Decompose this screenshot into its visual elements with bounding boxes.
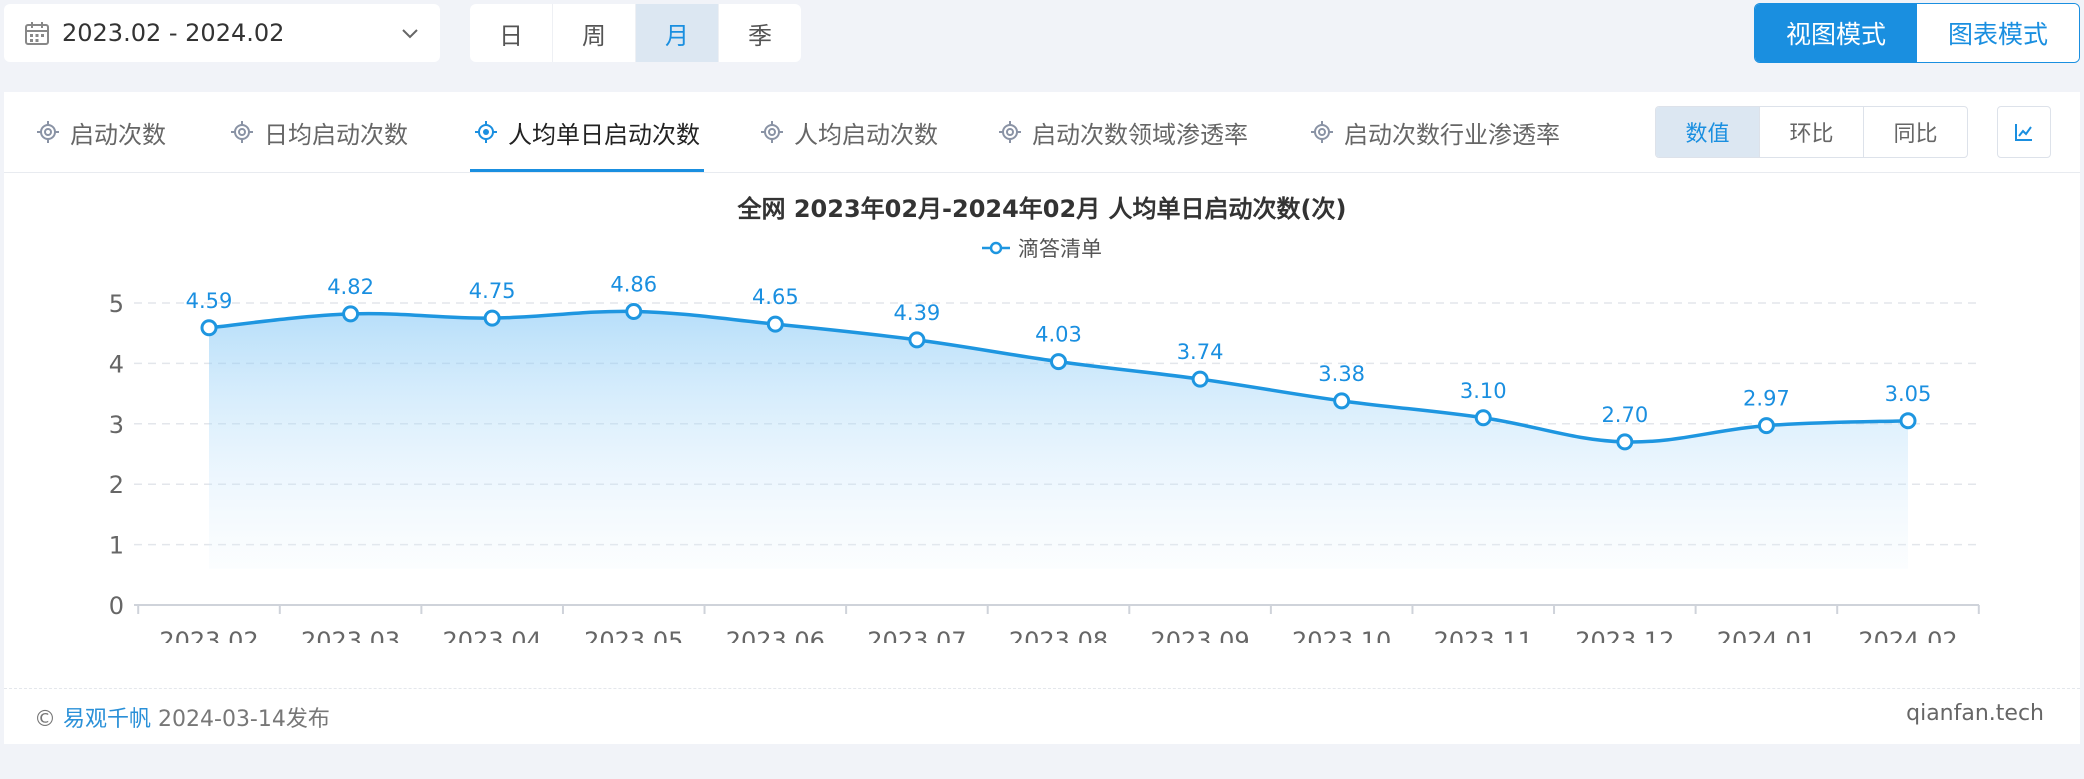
data-label: 4.86 bbox=[610, 272, 657, 296]
panel-footer: © 易观千帆 2024-03-14发布 qianfan.tech bbox=[4, 688, 2080, 745]
chart-title: 全网 2023年02月-2024年02月 人均单日启动次数(次) bbox=[737, 195, 1347, 223]
value-type-yoy[interactable]: 同比 bbox=[1893, 122, 1938, 147]
target-icon bbox=[761, 121, 783, 143]
data-label: 3.74 bbox=[1177, 340, 1224, 364]
active-tab-indicator bbox=[470, 169, 704, 172]
target-icon bbox=[475, 121, 497, 143]
x-tick-label: 2023.06 bbox=[726, 627, 825, 643]
granularity-month[interactable]: 月 bbox=[636, 4, 719, 62]
tab-domain-penetration[interactable]: 启动次数领域渗透率 bbox=[998, 92, 1248, 172]
footer-credit: © 易观千帆 2024-03-14发布 bbox=[34, 701, 330, 733]
data-label: 4.03 bbox=[1035, 323, 1082, 347]
tab-launch-count[interactable]: 启动次数 bbox=[36, 92, 166, 172]
value-type-number[interactable]: 数值 bbox=[1656, 107, 1760, 157]
x-tick-label: 2023.12 bbox=[1575, 627, 1674, 643]
y-tick-label: 4 bbox=[109, 350, 124, 378]
tab-industry-penetration[interactable]: 启动次数行业渗透率 bbox=[1310, 92, 1560, 172]
granularity-selector: 日 周 月 季 bbox=[470, 4, 801, 62]
chart-mode-button[interactable]: 图表模式 bbox=[1917, 4, 2079, 62]
y-tick-label: 3 bbox=[109, 411, 124, 439]
target-icon bbox=[37, 121, 59, 143]
x-tick-label: 2023.03 bbox=[301, 627, 400, 643]
target-icon bbox=[999, 121, 1021, 143]
y-tick-label: 5 bbox=[109, 290, 124, 318]
tab-label: 人均单日启动次数 bbox=[508, 120, 700, 149]
data-label: 4.59 bbox=[186, 289, 233, 313]
legend-dot-marker bbox=[989, 241, 1003, 255]
footer-site: qianfan.tech bbox=[1906, 701, 2044, 726]
data-point bbox=[342, 305, 360, 323]
data-label: 2.70 bbox=[1601, 403, 1648, 427]
target-icon bbox=[1311, 121, 1333, 143]
view-mode-button[interactable]: 视图模式 bbox=[1755, 4, 1917, 62]
x-tick-label: 2023.11 bbox=[1434, 627, 1533, 643]
chevron-down-icon bbox=[402, 29, 418, 39]
x-tick-label: 2024.02 bbox=[1858, 627, 1957, 643]
data-label: 4.65 bbox=[752, 285, 799, 309]
x-tick-label: 2023.02 bbox=[159, 627, 258, 643]
y-tick-label: 0 bbox=[109, 592, 124, 620]
data-point bbox=[1191, 370, 1209, 388]
granularity-day[interactable]: 日 bbox=[470, 4, 553, 62]
metric-tabs: 启动次数 日均启动次数 人均单日启动次数 人均启动次数 启动次数领域渗透率 启动… bbox=[4, 92, 2080, 173]
y-axis: 0 1 2 3 4 5 bbox=[109, 290, 124, 620]
data-label: 4.39 bbox=[894, 301, 941, 325]
data-point bbox=[625, 302, 643, 320]
value-type-selector: 数值 环比 同比 bbox=[1655, 106, 1968, 158]
data-label: 4.75 bbox=[469, 279, 516, 303]
target-icon bbox=[231, 121, 253, 143]
granularity-quarter[interactable]: 季 bbox=[748, 21, 772, 50]
publish-date: 2024-03-14发布 bbox=[158, 707, 330, 732]
data-label: 2.97 bbox=[1743, 387, 1790, 411]
data-point bbox=[200, 319, 218, 337]
value-type-mom[interactable]: 环比 bbox=[1760, 107, 1864, 157]
x-tick-label: 2023.04 bbox=[443, 627, 542, 643]
y-tick-label: 2 bbox=[109, 471, 124, 499]
data-label: 3.38 bbox=[1318, 362, 1365, 386]
data-label: 3.05 bbox=[1885, 382, 1932, 406]
x-tick-label: 2023.08 bbox=[1009, 627, 1108, 643]
data-point bbox=[766, 315, 784, 333]
date-range-picker[interactable]: 2023.02 - 2024.02 bbox=[4, 4, 440, 62]
chart-legend[interactable]: 滴答清单 bbox=[982, 237, 1102, 261]
x-tick-label: 2023.07 bbox=[867, 627, 966, 643]
view-mode-switch: 视图模式 图表模式 bbox=[1754, 3, 2080, 63]
calendar-icon bbox=[25, 22, 49, 45]
date-range-text: 2023.02 - 2024.02 bbox=[62, 19, 285, 47]
data-point bbox=[908, 331, 926, 349]
data-point bbox=[1616, 433, 1634, 451]
data-point bbox=[1757, 417, 1775, 435]
tab-per-user-launch[interactable]: 人均启动次数 bbox=[760, 92, 938, 172]
line-chart: 全网 2023年02月-2024年02月 人均单日启动次数(次) 滴答清单 0 1… bbox=[109, 195, 1980, 643]
x-tick-label: 2023.05 bbox=[584, 627, 683, 643]
series-area bbox=[209, 311, 1908, 569]
x-tick-label: 2023.09 bbox=[1150, 627, 1249, 643]
x-axis: 2023.02 2023.03 2023.04 2023.05 2023.06 2023.… bbox=[134, 604, 1980, 643]
line-chart-icon bbox=[2015, 124, 2032, 141]
chart-panel: 启动次数 日均启动次数 人均单日启动次数 人均启动次数 启动次数领域渗透率 启动… bbox=[4, 92, 2080, 744]
tab-label: 日均启动次数 bbox=[264, 120, 408, 149]
legend-label: 滴答清单 bbox=[1018, 237, 1102, 261]
x-tick-label: 2023.10 bbox=[1292, 627, 1391, 643]
tab-label: 启动次数行业渗透率 bbox=[1344, 120, 1560, 149]
brand-link[interactable]: 易观千帆 bbox=[63, 707, 152, 732]
data-point bbox=[1333, 392, 1351, 410]
x-tick-label: 2024.01 bbox=[1717, 627, 1816, 643]
granularity-week[interactable]: 周 bbox=[553, 4, 636, 62]
data-point bbox=[1050, 353, 1067, 371]
tab-label: 启动次数领域渗透率 bbox=[1032, 120, 1248, 149]
copyright-symbol: © bbox=[34, 707, 56, 732]
data-label: 3.10 bbox=[1460, 379, 1507, 403]
data-label: 4.82 bbox=[327, 275, 374, 299]
plot-area: 4.59 4.82 4.75 4.86 4.65 4.39 4.03 3.74 3.38 3.10… bbox=[186, 272, 1932, 569]
data-point bbox=[1899, 412, 1917, 430]
y-tick-label: 1 bbox=[109, 532, 124, 560]
tab-label: 启动次数 bbox=[70, 120, 166, 149]
data-point bbox=[1474, 409, 1492, 427]
chart-type-button[interactable] bbox=[1997, 106, 2051, 158]
data-point bbox=[483, 309, 501, 327]
tab-label: 人均启动次数 bbox=[794, 120, 938, 149]
tab-daily-avg-launch[interactable]: 日均启动次数 bbox=[230, 92, 408, 172]
tab-per-user-daily-launch[interactable]: 人均单日启动次数 bbox=[470, 92, 704, 172]
